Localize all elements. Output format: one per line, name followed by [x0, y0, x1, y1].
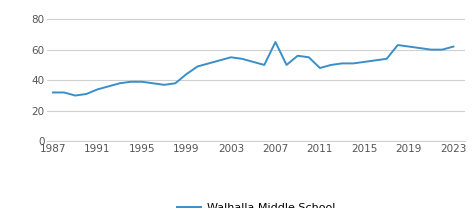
Walhalla Middle School [95, 88, 100, 91]
Walhalla Middle School [306, 56, 311, 58]
Walhalla Middle School [73, 94, 78, 97]
Walhalla Middle School [362, 61, 367, 63]
Walhalla Middle School [262, 64, 267, 66]
Walhalla Middle School [295, 54, 301, 57]
Walhalla Middle School [61, 91, 67, 94]
Walhalla Middle School [117, 82, 123, 84]
Walhalla Middle School [339, 62, 345, 65]
Walhalla Middle School [406, 45, 412, 48]
Walhalla Middle School [273, 41, 278, 43]
Walhalla Middle School [384, 58, 390, 60]
Walhalla Middle School [50, 91, 56, 94]
Walhalla Middle School [206, 62, 211, 65]
Walhalla Middle School [128, 80, 134, 83]
Walhalla Middle School [183, 73, 189, 75]
Walhalla Middle School [428, 48, 434, 51]
Walhalla Middle School [139, 80, 145, 83]
Walhalla Middle School [173, 82, 178, 84]
Walhalla Middle School [239, 58, 245, 60]
Walhalla Middle School [83, 93, 89, 95]
Walhalla Middle School [161, 84, 167, 86]
Walhalla Middle School [439, 48, 445, 51]
Walhalla Middle School [395, 44, 401, 46]
Walhalla Middle School [217, 59, 223, 62]
Walhalla Middle School [250, 61, 256, 63]
Line: Walhalla Middle School: Walhalla Middle School [53, 42, 454, 95]
Walhalla Middle School [150, 82, 156, 84]
Walhalla Middle School [228, 56, 234, 58]
Walhalla Middle School [417, 47, 423, 49]
Walhalla Middle School [350, 62, 356, 65]
Walhalla Middle School [284, 64, 290, 66]
Legend: Walhalla Middle School: Walhalla Middle School [177, 203, 335, 208]
Walhalla Middle School [195, 65, 201, 68]
Walhalla Middle School [317, 67, 323, 69]
Walhalla Middle School [373, 59, 378, 62]
Walhalla Middle School [106, 85, 111, 88]
Walhalla Middle School [328, 64, 334, 66]
Walhalla Middle School [451, 45, 456, 48]
